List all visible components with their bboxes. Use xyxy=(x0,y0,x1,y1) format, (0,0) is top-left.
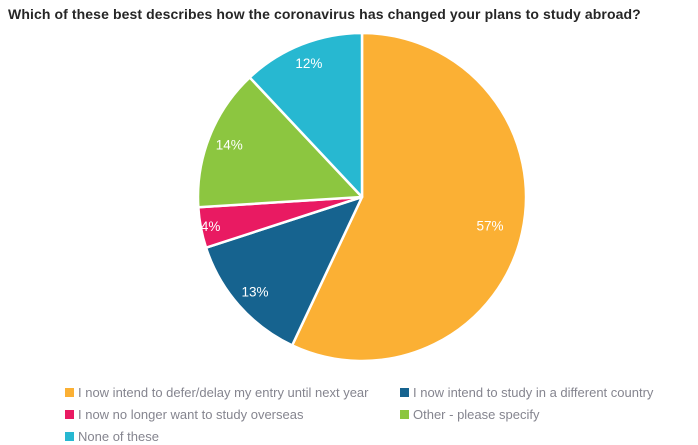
legend-swatch-cyan xyxy=(65,431,74,441)
legend-swatch-pink xyxy=(65,409,74,419)
slice-label-3: 14% xyxy=(216,138,243,153)
legend-swatch-blue xyxy=(400,387,409,397)
chart-legend: I now intend to defer/delay my entry unt… xyxy=(65,381,653,445)
slice-label-0: 57% xyxy=(476,219,503,234)
chart-title: Which of these best describes how the co… xyxy=(8,6,641,22)
legend-label: I now intend to study in a different cou… xyxy=(413,384,654,400)
legend-item-no-longer-overseas[interactable]: I now no longer want to study overseas xyxy=(65,407,400,422)
legend-item-defer-delay[interactable]: I now intend to defer/delay my entry unt… xyxy=(65,385,400,400)
pie-slice-1[interactable] xyxy=(204,195,364,347)
legend-label: Other - please specify xyxy=(413,406,540,422)
legend-label: None of these xyxy=(78,428,159,444)
legend-item-other[interactable]: Other - please specify xyxy=(400,407,653,422)
slice-label-4: 12% xyxy=(295,56,322,71)
slice-label-1: 13% xyxy=(241,284,268,299)
slice-label-2: 4% xyxy=(201,219,221,234)
legend-item-different-country[interactable]: I now intend to study in a different cou… xyxy=(400,385,653,400)
legend-swatch-orange xyxy=(65,387,74,397)
legend-label: I now intend to defer/delay my entry unt… xyxy=(78,384,369,400)
pie-slice-0[interactable] xyxy=(290,31,528,363)
legend-swatch-green xyxy=(400,409,409,419)
legend-item-none-of-these[interactable]: None of these xyxy=(65,429,400,444)
pie-slice-4[interactable] xyxy=(248,31,364,199)
pie-slice-3[interactable] xyxy=(196,76,364,209)
legend-label: I now no longer want to study overseas xyxy=(78,406,304,422)
